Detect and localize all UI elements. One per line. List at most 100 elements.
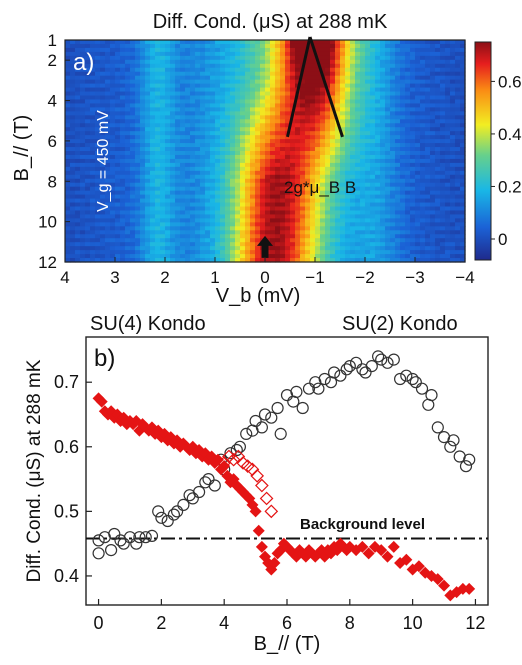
heatmap-cell: [350, 242, 356, 247]
heatmap-cell: [200, 48, 206, 53]
heatmap-cell: [230, 238, 236, 243]
heatmap-cell: [450, 242, 456, 247]
heatmap-cell: [345, 44, 351, 49]
heatmap-cell: [300, 246, 306, 251]
heatmap-cell: [100, 222, 106, 227]
heatmap-cell: [265, 163, 271, 168]
heatmap-cell: [310, 115, 316, 120]
heatmap-cell: [415, 254, 421, 259]
heatmap-cell: [335, 222, 341, 227]
heatmap-cell: [405, 254, 411, 259]
heatmap-cell: [130, 119, 136, 124]
heatmap-cell: [450, 96, 456, 101]
heatmap-cell: [375, 254, 381, 259]
heatmap-cell: [250, 230, 256, 235]
heatmap-cell: [220, 64, 226, 69]
heatmap-cell: [135, 191, 141, 196]
heatmap-cell: [360, 139, 366, 144]
heatmap-cell: [285, 163, 291, 168]
heatmap-cell: [230, 159, 236, 164]
heatmap-cell: [185, 218, 191, 223]
heatmap-cell: [455, 214, 461, 219]
heatmap-cell: [405, 52, 411, 57]
heatmap-cell: [355, 96, 361, 101]
heatmap-cell: [265, 96, 271, 101]
heatmap-cell: [80, 99, 86, 104]
heatmap-cell: [190, 80, 196, 85]
heatmap-cell: [200, 159, 206, 164]
heatmap-cell: [330, 167, 336, 172]
heatmap-cell: [160, 119, 166, 124]
heatmap-cell: [330, 151, 336, 156]
heatmap-cell: [275, 44, 281, 49]
heatmap-cell: [260, 123, 266, 128]
heatmap-cell: [85, 246, 91, 251]
heatmap-cell: [195, 119, 201, 124]
heatmap-cell: [400, 210, 406, 215]
heatmap-cell: [175, 175, 181, 180]
heatmap-cell: [430, 127, 436, 132]
heatmap-cell: [435, 76, 441, 81]
heatmap-cell: [150, 44, 156, 49]
heatmap-cell: [115, 135, 121, 140]
heatmap-cell: [395, 127, 401, 132]
heatmap-cell: [235, 167, 241, 172]
heatmap-cell: [245, 80, 251, 85]
heatmap-cell: [380, 40, 386, 45]
heatmap-cell: [205, 250, 211, 255]
heatmap-cell: [70, 40, 76, 45]
heatmap-cell: [120, 155, 126, 160]
heatmap-cell: [130, 179, 136, 184]
heatmap-cell: [235, 40, 241, 45]
heatmap-cell: [375, 167, 381, 172]
heatmap-cell: [120, 163, 126, 168]
heatmap-cells: [65, 40, 466, 263]
heatmap-cell: [330, 226, 336, 231]
heatmap-cell: [440, 254, 446, 259]
heatmap-cell: [220, 175, 226, 180]
heatmap-cell: [360, 80, 366, 85]
heatmap-cell: [330, 242, 336, 247]
heatmap-cell: [410, 60, 416, 65]
heatmap-cell: [230, 96, 236, 101]
heatmap-cell: [355, 238, 361, 243]
heatmap-cell: [155, 139, 161, 144]
heatmap-cell: [205, 210, 211, 215]
heatmap-cell: [435, 234, 441, 239]
heatmap-cell: [285, 96, 291, 101]
heatmap-cell: [455, 171, 461, 176]
heatmap-cell: [365, 203, 371, 208]
heatmap-cell: [245, 159, 251, 164]
heatmap-cell: [150, 155, 156, 160]
heatmap-cell: [325, 52, 331, 57]
heatmap-cell: [295, 64, 301, 69]
heatmap-cell: [255, 218, 261, 223]
heatmap-cell: [345, 171, 351, 176]
heatmap-cell: [270, 107, 276, 112]
heatmap-cell: [120, 48, 126, 53]
heatmap-cell: [100, 84, 106, 89]
heatmap-cell: [135, 103, 141, 108]
heatmap-cell: [410, 191, 416, 196]
heatmap-cell: [400, 76, 406, 81]
heatmap-cell: [255, 119, 261, 124]
heatmap-cell: [350, 167, 356, 172]
heatmap-cell: [365, 135, 371, 140]
heatmap-cell: [125, 175, 131, 180]
heatmap-cell: [195, 246, 201, 251]
heatmap-cell: [360, 56, 366, 61]
heatmap-cell: [325, 218, 331, 223]
heatmap-cell: [150, 218, 156, 223]
heatmap-cell: [220, 68, 226, 73]
heatmap-cell: [250, 167, 256, 172]
heatmap-cell: [415, 88, 421, 93]
heatmap-cell: [75, 187, 81, 192]
heatmap-cell: [215, 179, 221, 184]
heatmap-cell: [415, 107, 421, 112]
heatmap-cell: [85, 203, 91, 208]
heatmap-cell: [155, 56, 161, 61]
y-tick-label: 0.5: [54, 501, 79, 521]
heatmap-cell: [380, 155, 386, 160]
heatmap-cell: [225, 115, 231, 120]
heatmap-cell: [280, 151, 286, 156]
